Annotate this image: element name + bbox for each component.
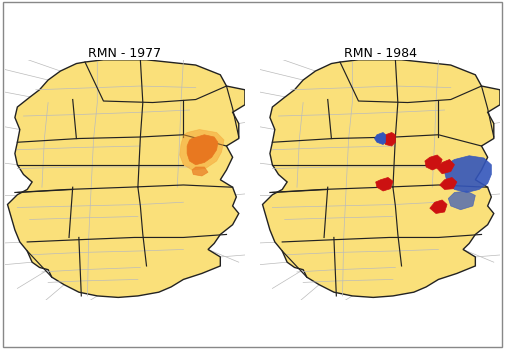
Title: RMN - 1984: RMN - 1984: [343, 47, 417, 60]
Polygon shape: [187, 135, 218, 165]
Polygon shape: [448, 191, 475, 210]
Polygon shape: [192, 167, 208, 176]
Polygon shape: [263, 60, 500, 297]
Polygon shape: [437, 159, 454, 174]
Polygon shape: [440, 178, 457, 190]
Polygon shape: [430, 200, 447, 214]
Polygon shape: [425, 155, 442, 170]
Title: RMN - 1977: RMN - 1977: [88, 47, 162, 60]
Polygon shape: [8, 60, 245, 297]
Polygon shape: [444, 156, 491, 193]
Polygon shape: [376, 178, 393, 191]
Polygon shape: [375, 133, 385, 144]
Polygon shape: [383, 133, 395, 146]
Polygon shape: [180, 129, 224, 170]
